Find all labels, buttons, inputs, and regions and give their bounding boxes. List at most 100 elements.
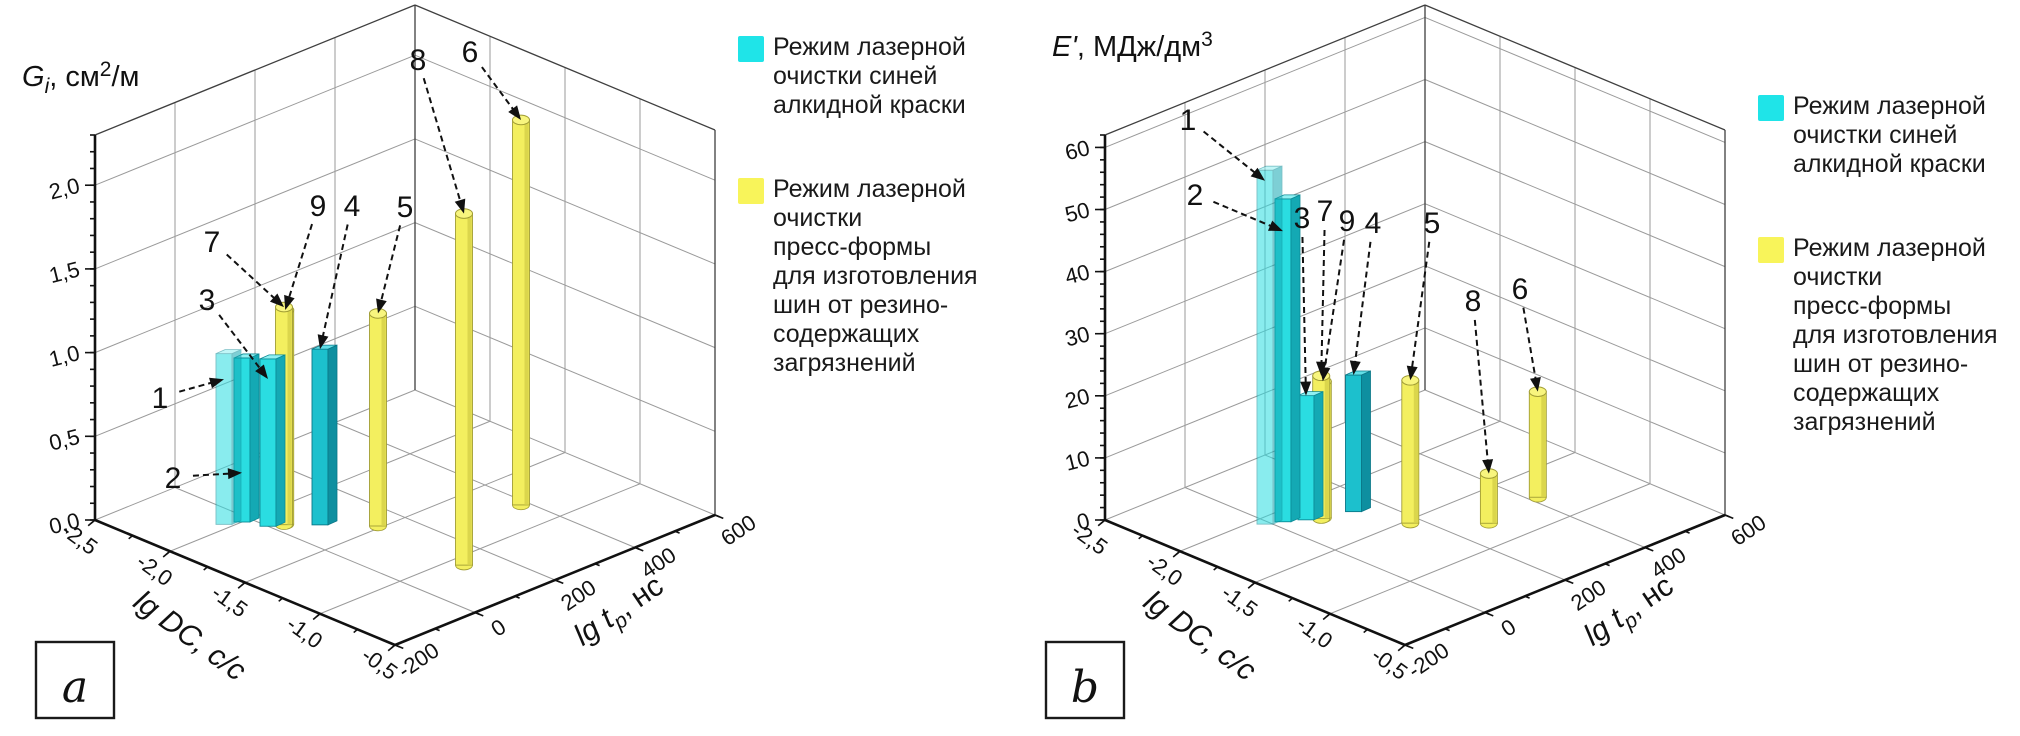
- panel-letter-box: [34, 640, 116, 720]
- legend-b: Режим лазерной очистки синей алкидной крас…: [1758, 92, 1998, 437]
- panel-a: 0,0 0,5 1,0 1,5 2,0 -2,5 -2,0 -1,5 -1,0 -0,5 -200 0…: [22, 4, 978, 720]
- legend-text: Режим лазерной очистки пресс-формы для изго…: [773, 175, 978, 378]
- legend-item-press-mold: Режим лазерной очистки пресс-формы для изго…: [738, 175, 978, 378]
- svg-text:1,5: 1,5: [46, 257, 82, 289]
- legend-text-line: содержащих: [773, 320, 920, 348]
- svg-text:-2,5: -2,5: [1067, 517, 1112, 560]
- legend-text-line: загрязнений: [773, 349, 916, 377]
- annotation-9: 9: [1319, 205, 1355, 382]
- svg-text:50: 50: [1062, 197, 1092, 227]
- axis-ticks: [1095, 134, 1734, 652]
- svg-text:-2,0: -2,0: [1142, 549, 1187, 592]
- annotation-5: 5: [1406, 207, 1441, 381]
- legend-text-line: Режим лазерной: [773, 175, 966, 203]
- bar-4: [311, 344, 338, 526]
- bar-4: [1345, 370, 1371, 513]
- legend-text-line: шин от резино-: [773, 291, 949, 319]
- bar-number-label: 3: [1294, 202, 1311, 235]
- wall-borders: [1104, 4, 1726, 515]
- legend-text-line: алкидной краски: [1793, 150, 1986, 178]
- bar-number-label: 4: [1365, 207, 1382, 240]
- svg-text:-1,5: -1,5: [1217, 580, 1262, 623]
- bar-number-label: 2: [1187, 179, 1204, 212]
- legend-text-line: для изготовления: [1793, 321, 1998, 349]
- bar-number-label: 7: [1317, 195, 1334, 228]
- svg-text:0: 0: [1074, 508, 1092, 535]
- annotation-4: 4: [317, 190, 361, 350]
- panel-b: 0 10 20 30 40 50 60 -2,5 -2,0 -1,5 -1,0 -0,5 -200 0 20…: [1010, 0, 2020, 736]
- value-axis-title: E', МДж/дм3: [1052, 28, 1213, 63]
- bar-number-label: 4: [344, 190, 361, 223]
- legend-text-line: Режим лазерной: [773, 33, 966, 61]
- bar-number-label: 8: [1465, 285, 1482, 318]
- chart-a-canvas: 0,00,51,01,52,0-2,5-2,0-1,5-1,0-0,5-2000…: [22, 4, 761, 720]
- svg-text:-1,5: -1,5: [207, 580, 252, 623]
- annotation-1: 1: [1180, 104, 1265, 181]
- annotation-9: 9: [284, 190, 326, 310]
- annotation-3: 3: [199, 284, 268, 379]
- annotation-2: 2: [165, 462, 242, 495]
- bar-number-label: 5: [397, 191, 414, 224]
- legend-text-line: Режим лазерной: [1793, 234, 1986, 262]
- bar-3: [259, 354, 286, 527]
- legend-text-line: алкидной краски: [773, 91, 966, 119]
- annotation-4: 4: [1349, 207, 1382, 376]
- legend-text-line: пресс-формы: [773, 233, 932, 261]
- legend-text-line: для изготовления: [773, 262, 978, 290]
- svg-text:20: 20: [1062, 383, 1092, 413]
- svg-text:-200: -200: [393, 638, 443, 683]
- svg-text:600: 600: [1726, 510, 1770, 551]
- svg-text:30: 30: [1062, 321, 1092, 351]
- bar-3: [1297, 391, 1324, 521]
- bar-number-label: 8: [410, 44, 427, 77]
- svg-text:0: 0: [486, 614, 510, 642]
- bar-number-label: 1: [152, 382, 169, 415]
- svg-text:10: 10: [1062, 445, 1092, 475]
- svg-text:-1,0: -1,0: [282, 611, 327, 654]
- svg-text:-2,0: -2,0: [132, 549, 177, 592]
- grid-lines: [94, 36, 716, 615]
- bar-6: [1528, 386, 1547, 503]
- annotation-8: 8: [1465, 285, 1494, 474]
- svg-text:2,0: 2,0: [46, 173, 82, 205]
- legend-text-line: пресс-формы: [1793, 292, 1952, 320]
- annotation-5: 5: [376, 191, 414, 314]
- annotation-3: 3: [1294, 202, 1312, 396]
- legend-text-line: шин от резино-: [1793, 350, 1969, 378]
- legend-text: Режим лазерной очистки синей алкидной крас…: [773, 33, 966, 120]
- legend-text-line: очистки синей: [773, 62, 938, 90]
- legend-item-press-mold: Режим лазерной очистки пресс-формы для изго…: [1758, 234, 1998, 437]
- panel-letter: b: [1071, 662, 1099, 713]
- svg-text:0: 0: [1496, 614, 1520, 642]
- legend-text: Режим лазерной очистки пресс-формы для изго…: [1793, 234, 1998, 437]
- legend-text-line: Режим лазерной: [1793, 92, 1986, 120]
- panel-letter: a: [62, 662, 88, 713]
- legend-swatch-icon: [738, 178, 764, 204]
- svg-text:-200: -200: [1403, 638, 1453, 683]
- value-axis-title: Gi, см2/м: [22, 58, 139, 98]
- bar-1: [215, 349, 242, 525]
- svg-text:0,5: 0,5: [46, 424, 82, 456]
- bar-number-label: 7: [204, 226, 221, 259]
- annotation-7: 7: [204, 226, 284, 308]
- legend-swatch-icon: [738, 36, 764, 62]
- wall-borders: [94, 4, 716, 515]
- svg-text:600: 600: [716, 510, 760, 551]
- annotation-6: 6: [462, 36, 521, 120]
- bar-number-label: 6: [462, 36, 479, 69]
- bar-8: [455, 208, 473, 571]
- annotation-1: 1: [152, 377, 224, 415]
- bar-number-label: 2: [165, 462, 182, 495]
- bar-number-label: 3: [199, 284, 216, 317]
- bar-6: [512, 114, 530, 511]
- legend-a: Режим лазерной очистки синей алкидной крас…: [738, 33, 978, 378]
- annotation-2: 2: [1187, 179, 1283, 232]
- legend-text-line: содержащих: [1793, 379, 1940, 407]
- tick-labels: 0,00,51,01,52,0-2,5-2,0-1,5-1,0-0,5-2000…: [46, 173, 760, 688]
- bar-number-label: 5: [1424, 207, 1441, 240]
- legend-text-line: очистки синей: [1793, 121, 1958, 149]
- legend-text-line: загрязнений: [1793, 408, 1936, 436]
